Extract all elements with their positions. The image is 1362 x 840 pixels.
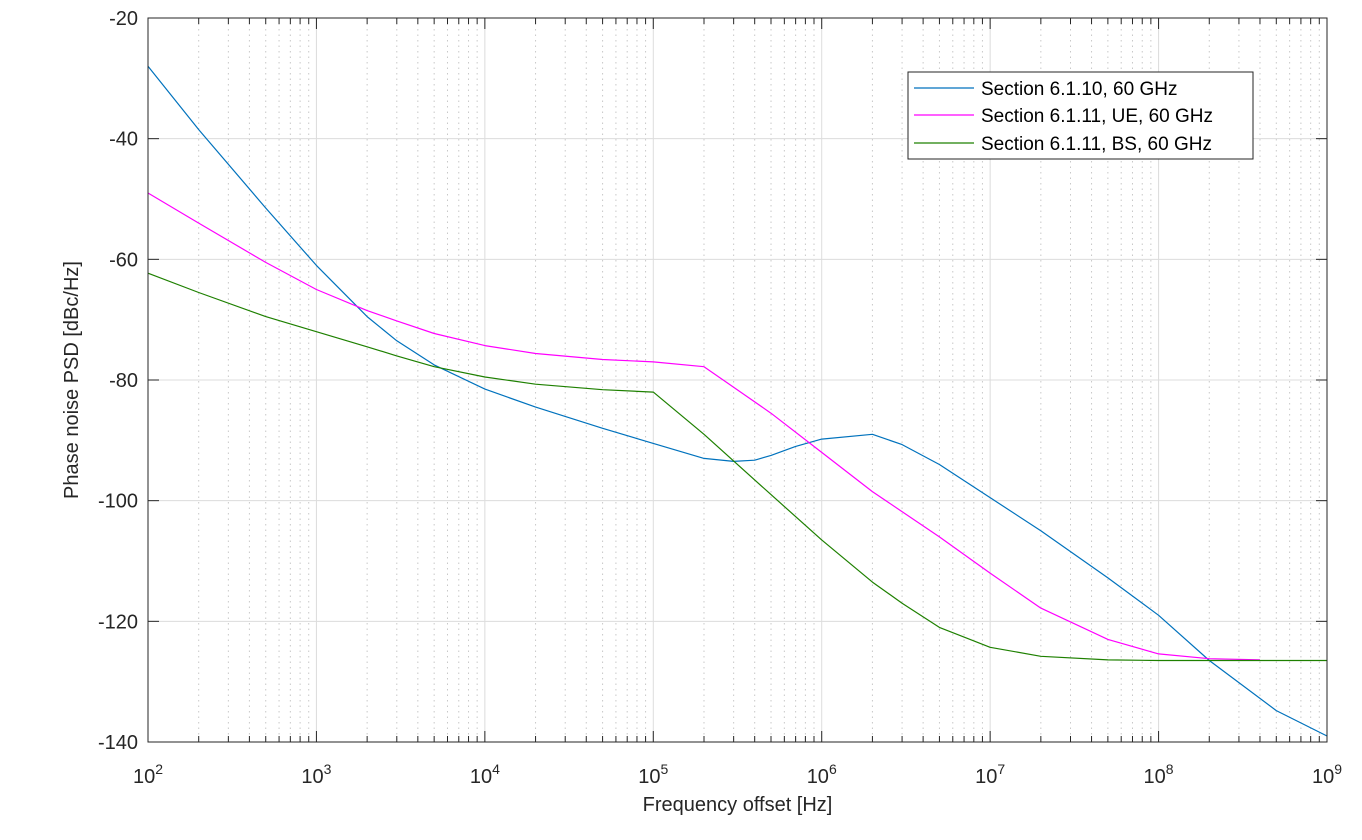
x-tick-label: 107	[975, 761, 1005, 788]
legend-label-series-3: Section 6.1.11, BS, 60 GHz	[981, 134, 1212, 155]
y-tick-label: -120	[98, 611, 138, 633]
y-tick-label: -40	[109, 129, 138, 151]
x-tick-label: 102	[133, 761, 163, 788]
y-axis-label: Phase noise PSD [dBc/Hz]	[61, 261, 83, 499]
x-tick-label: 109	[1312, 761, 1342, 788]
ticks-layer	[147, 17, 1328, 743]
legend-label-series-2: Section 6.1.11, UE, 60 GHz	[981, 106, 1213, 127]
series-line-3	[147, 272, 1327, 662]
legend-label-series-1: Section 6.1.10, 60 GHz	[981, 79, 1177, 100]
y-tick-label: -80	[109, 370, 138, 392]
x-tick-label: 108	[1144, 761, 1174, 788]
y-tick-label: -60	[109, 249, 138, 271]
legend: Section 6.1.10, 60 GHz Section 6.1.11, U…	[907, 71, 1254, 160]
y-tick-label: -100	[98, 491, 138, 513]
y-tick-label: -20	[109, 8, 138, 30]
y-tick-label: -140	[98, 732, 138, 754]
x-axis-label: Frequency offset [Hz]	[643, 794, 833, 816]
x-tick-label: 106	[807, 761, 837, 788]
series-layer	[147, 65, 1328, 737]
x-tick-labels: 102 103 104 105 106 107 108 109	[133, 761, 1342, 788]
y-tick-labels: -140 -120 -100 -80 -60 -40 -20	[98, 8, 138, 754]
series-line-1	[147, 65, 1328, 737]
x-tick-label: 104	[470, 761, 500, 788]
x-tick-label: 105	[638, 761, 668, 788]
series-line-2	[147, 192, 1261, 661]
x-tick-label: 103	[301, 761, 331, 788]
